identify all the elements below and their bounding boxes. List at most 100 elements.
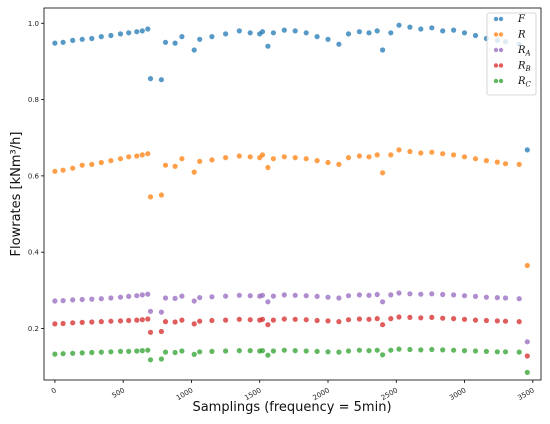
point-r-c-11 (145, 347, 151, 353)
point-f-45 (461, 30, 468, 36)
point-r-38 (388, 152, 394, 158)
point-r-c-0 (52, 351, 58, 357)
point-r-c-37 (380, 352, 386, 358)
point-r-a-51 (524, 339, 530, 345)
point-f-36 (374, 28, 380, 34)
point-r-17 (191, 169, 197, 175)
point-r-c-17 (191, 351, 197, 357)
point-r-7 (117, 156, 124, 162)
point-r-a-40 (407, 291, 413, 297)
point-r-c-7 (117, 348, 124, 354)
point-r-a-38 (388, 292, 394, 298)
point-r-46 (472, 156, 479, 162)
point-r-b-44 (451, 316, 457, 322)
point-f-2 (70, 37, 76, 44)
point-r-b-4 (89, 319, 95, 325)
point-f-26 (270, 30, 276, 36)
point-r-6 (108, 158, 114, 164)
point-f-17 (191, 47, 197, 53)
point-r-47 (483, 158, 489, 164)
point-r-51 (524, 262, 530, 269)
legend-marker-3 (493, 63, 499, 68)
point-r-a-13 (158, 309, 164, 315)
point-r-40 (407, 148, 413, 155)
point-r-b-26 (270, 317, 276, 323)
point-f-1 (60, 39, 66, 45)
y-tick-label-0: 0.2 (28, 325, 39, 333)
point-r-c-49 (502, 349, 509, 355)
point-f-29 (303, 30, 309, 36)
point-r-a-11 (145, 291, 151, 297)
point-r-a-9 (134, 293, 140, 299)
point-r-c-13 (158, 356, 164, 362)
point-r-a-33 (345, 293, 352, 299)
point-r-b-0 (52, 321, 58, 327)
point-r-a-24 (259, 292, 266, 298)
y-tick-label-1: 0.4 (28, 249, 40, 257)
point-r-a-16 (179, 293, 185, 299)
point-f-3 (79, 36, 85, 42)
point-r-45 (461, 154, 468, 160)
point-r-c-39 (396, 346, 402, 352)
point-r-a-28 (292, 292, 298, 298)
point-f-51 (524, 147, 530, 153)
point-r-a-44 (451, 292, 457, 298)
point-r-b-7 (117, 318, 124, 324)
point-r-b-36 (374, 316, 380, 322)
point-f-41 (418, 26, 424, 32)
point-r-20 (223, 155, 229, 161)
point-r-a-37 (380, 299, 386, 305)
point-r-c-15 (172, 349, 178, 356)
point-r-b-22 (247, 317, 253, 323)
point-r-27 (281, 154, 287, 160)
point-r-29 (303, 156, 309, 162)
point-r-c-26 (270, 348, 276, 354)
point-r-b-27 (281, 316, 287, 322)
point-f-22 (247, 30, 253, 36)
point-r-2 (70, 165, 76, 171)
point-r-c-32 (336, 349, 342, 355)
point-r-10 (139, 152, 145, 158)
point-r-c-46 (472, 348, 479, 354)
point-r-b-9 (134, 317, 140, 323)
point-r-a-32 (336, 295, 342, 301)
point-r-32 (336, 161, 342, 167)
point-f-33 (345, 31, 352, 37)
point-r-0 (52, 168, 58, 174)
point-r-22 (247, 154, 253, 160)
point-r-b-34 (356, 316, 362, 322)
point-r-c-4 (89, 349, 95, 356)
point-f-5 (98, 34, 104, 40)
point-r-a-41 (418, 291, 424, 297)
legend-marker-b-3 (498, 63, 504, 68)
point-r-a-6 (108, 295, 114, 301)
point-r-a-1 (60, 298, 66, 304)
point-r-b-29 (303, 317, 309, 323)
y-tick-label-4: 1.0 (28, 20, 39, 28)
point-f-10 (139, 28, 145, 34)
point-r-a-43 (440, 291, 446, 298)
point-f-35 (366, 30, 372, 36)
point-r-4 (89, 161, 95, 167)
point-r-b-39 (396, 314, 402, 320)
point-r-a-5 (98, 296, 104, 302)
point-r-50 (516, 161, 522, 167)
point-r-c-8 (126, 348, 132, 354)
point-r-b-50 (516, 319, 522, 325)
point-r-a-4 (89, 296, 95, 302)
point-r-b-33 (345, 317, 352, 323)
point-r-13 (158, 192, 164, 198)
legend-marker-0 (493, 16, 499, 22)
point-r-a-25 (265, 299, 271, 305)
y-tick-label-3: 0.8 (28, 96, 39, 104)
data-points (52, 22, 530, 375)
point-r-5 (98, 159, 104, 166)
point-r-c-3 (79, 350, 85, 356)
point-r-b-13 (158, 328, 164, 335)
legend-marker-4 (493, 78, 499, 84)
point-r-c-50 (516, 349, 522, 355)
point-f-38 (388, 30, 394, 36)
point-r-49 (502, 161, 509, 167)
point-r-a-46 (472, 293, 479, 299)
point-r-33 (345, 155, 352, 161)
